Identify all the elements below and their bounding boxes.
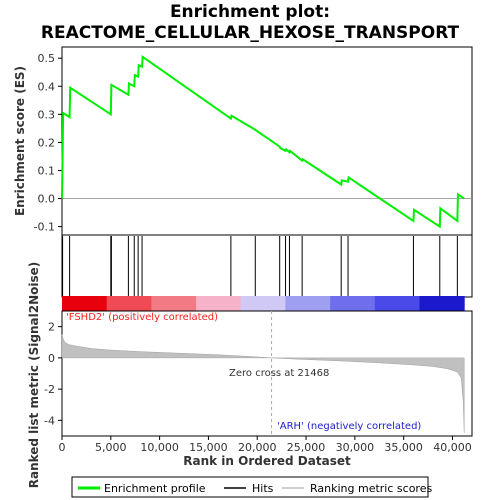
metric-y-tick-label: 2	[48, 321, 55, 334]
legend-box	[71, 476, 429, 498]
x-axis-title: Rank in Ordered Dataset	[183, 454, 351, 468]
positive-correlation-label: 'FSHD2' (positively correlated)	[66, 312, 218, 323]
hit-lines-group	[62, 236, 458, 296]
ranking-color-bar	[62, 296, 465, 311]
es-y-tick-label: 0.5	[38, 52, 56, 65]
chart-title-line2: REACTOME_CELLULAR_HEXOSE_TRANSPORT	[41, 23, 460, 43]
color-bar-segment	[330, 296, 376, 311]
x-tick-label: 35,000	[384, 441, 423, 454]
color-bar-segment	[374, 296, 421, 311]
x-tick-label: 40,000	[433, 441, 472, 454]
metric-y-tick-label: 0	[48, 352, 55, 365]
x-tick-label: 10,000	[140, 441, 179, 454]
metric-y-tick-label: -4	[44, 414, 55, 427]
x-tick-label: 5,000	[95, 441, 127, 454]
x-tick-label: 25,000	[287, 441, 326, 454]
x-tick-label: 30,000	[336, 441, 375, 454]
metric-x-axis: 0 5,000 10,000 15,000 20,000 25,000 30,000 35,0…	[59, 436, 472, 454]
zero-cross-label: Zero cross at 21468	[229, 368, 329, 379]
es-y-axis: -0.1 0.0 0.1 0.2 0.3 0.4 0.5	[34, 52, 62, 234]
metric-y-tick-label: -2	[44, 383, 55, 396]
legend-label-hits: Hits	[252, 482, 274, 495]
x-tick-label: 15,000	[189, 441, 228, 454]
color-bar-segment	[62, 296, 108, 311]
legend-label-enrichment: Enrichment profile	[104, 482, 206, 495]
es-y-tick-label: 0.2	[38, 136, 56, 149]
es-y-tick-label: 0.1	[38, 164, 56, 177]
ranking-metric-area	[61, 334, 465, 433]
es-y-tick-label: 0.3	[38, 108, 56, 121]
color-bar-segment	[240, 296, 286, 311]
es-y-tick-label: 0.4	[38, 80, 56, 93]
color-bar-segment	[285, 296, 331, 311]
x-tick-label: 20,000	[238, 441, 277, 454]
chart-title-line1: Enrichment plot:	[170, 2, 330, 22]
metric-y-axis: -4 -2 0 2	[44, 321, 62, 427]
legend-label-metric: Ranking metric scores	[310, 482, 432, 495]
color-bar-segment	[196, 296, 242, 311]
hits-panel-frame	[61, 234, 473, 298]
es-y-tick-label: -0.1	[34, 221, 55, 234]
metric-panel-frame	[61, 310, 473, 437]
es-y-tick-label: 0.0	[38, 193, 56, 206]
color-bar-segment	[151, 296, 197, 311]
enrichment-profile-line	[61, 54, 465, 229]
color-bar-segment	[106, 296, 152, 311]
x-tick-label: 0	[59, 441, 66, 454]
negative-correlation-label: 'ARH' (negatively correlated)	[277, 421, 421, 432]
es-y-axis-title: Enrichment score (ES)	[13, 66, 27, 216]
metric-y-axis-title: Ranked list metric (Signal2Noise)	[27, 262, 41, 489]
color-bar-segment	[419, 296, 465, 311]
es-panel-frame	[61, 46, 473, 236]
